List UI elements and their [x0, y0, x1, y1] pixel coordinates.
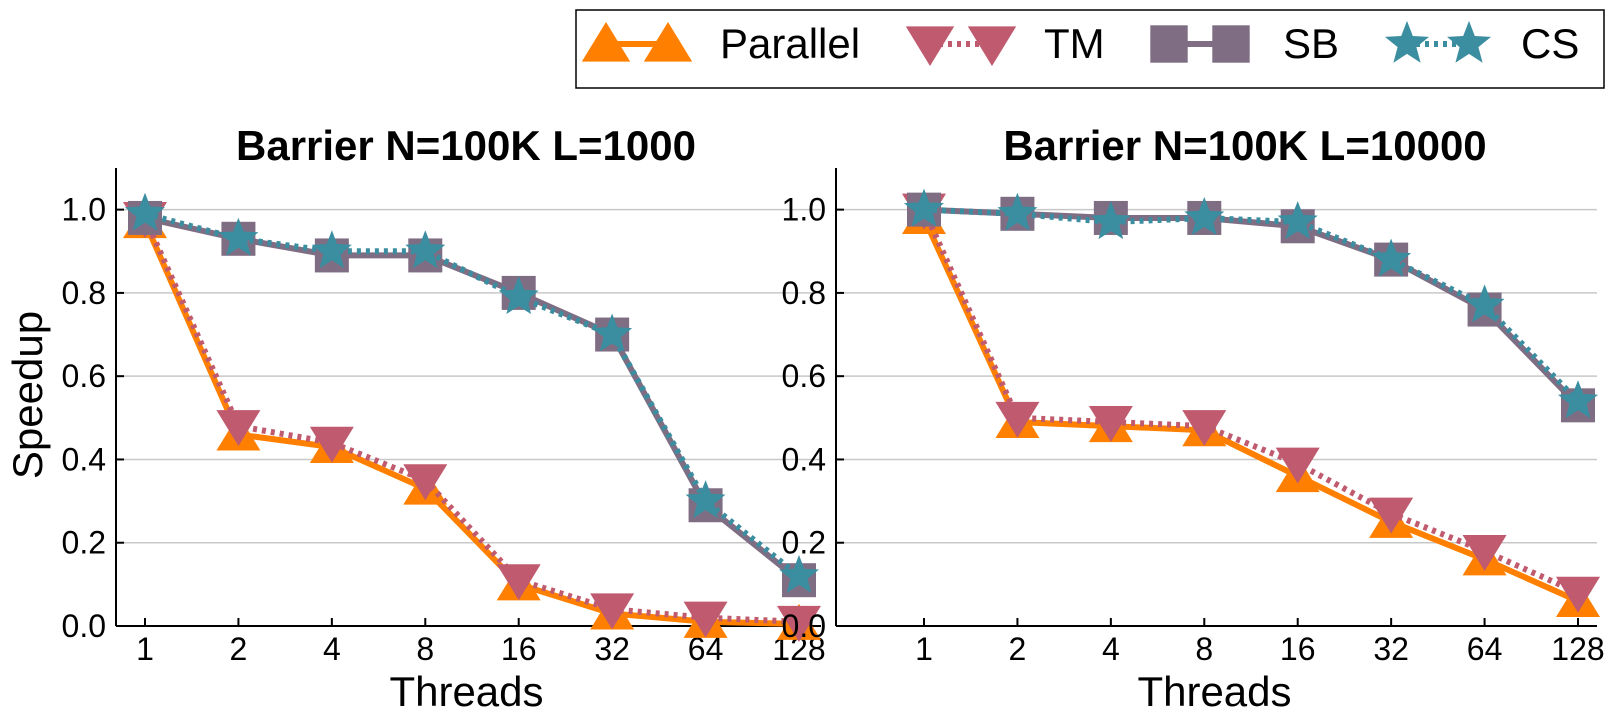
point-cs-star-icon: [1090, 201, 1131, 240]
y-tick-label: 0.0: [62, 608, 106, 644]
y-tick-label: 0.0: [782, 608, 826, 644]
point-tm-triangle-down-icon: [309, 426, 354, 463]
point-tm-triangle-down-icon: [403, 464, 448, 501]
point-cs-star-icon: [405, 230, 446, 269]
point-tm-triangle-down-icon: [1369, 497, 1414, 534]
legend: Parallel TM SB CS: [575, 9, 1605, 89]
series-line-parallel: [921, 216, 1580, 604]
legend-star-icon: [1385, 20, 1429, 63]
chart-panel-right: 0.0 0.2 0.4 0.6 0.8 1.0 1 2 4 8 16 32 64 128 Barrier N…: [782, 122, 1605, 715]
point-tm-triangle-down-icon: [1182, 410, 1227, 447]
x-tick-label: 32: [594, 631, 630, 667]
legend-label-cs: CS: [1521, 20, 1579, 67]
point-tm-triangle-down-icon: [1275, 447, 1320, 484]
point-tm-triangle-down-icon: [590, 593, 635, 630]
point-tm-triangle-down-icon: [496, 564, 541, 601]
point-cs-star-icon: [904, 188, 944, 227]
series-line-cs: [923, 206, 1581, 404]
chart-title: Barrier N=100K L=1000: [236, 122, 696, 169]
point-cs-star-icon: [498, 276, 539, 315]
legend-frame: [575, 9, 1605, 89]
y-tick-label: 0.2: [62, 525, 106, 561]
legend-star-icon: [1447, 20, 1491, 63]
point-tm-triangle-down-icon: [216, 410, 261, 447]
point-cs-star-icon: [1464, 284, 1505, 323]
y-tick-label: 0.8: [782, 275, 826, 311]
y-axis-label: Speedup: [4, 311, 51, 479]
x-tick-label: 64: [1467, 631, 1503, 667]
legend-triangle-down-icon: [905, 26, 955, 66]
point-cs-star-icon: [1184, 197, 1225, 235]
point-cs-star-icon: [1371, 238, 1412, 277]
point-cs-star-icon: [1277, 201, 1318, 240]
x-tick-label: 8: [416, 631, 434, 667]
point-tm-triangle-down-icon: [683, 601, 728, 638]
point-tm-triangle-down-icon: [995, 401, 1040, 438]
point-cs-star-icon: [997, 192, 1038, 231]
x-tick-label: 128: [1551, 631, 1604, 667]
legend-label-parallel: Parallel: [720, 20, 860, 67]
series-line-tm: [142, 216, 800, 625]
x-tick-label: 16: [1280, 631, 1316, 667]
legend-triangle-up-icon: [581, 22, 631, 62]
x-tick-label: 32: [1373, 631, 1409, 667]
x-tick-label: 16: [501, 631, 537, 667]
series-line-cs: [144, 210, 801, 579]
y-tick-label: 0.6: [62, 358, 106, 394]
chart-title: Barrier N=100K L=10000: [1003, 122, 1486, 169]
x-tick-label: 1: [136, 631, 154, 667]
y-tick-label: 0.8: [62, 275, 106, 311]
y-tick-label: 1.0: [782, 192, 826, 228]
legend-square-icon: [1150, 25, 1188, 63]
x-tick-label: 4: [323, 631, 341, 667]
y-tick-label: 1.0: [62, 192, 106, 228]
series-line-parallel: [142, 220, 800, 627]
legend-square-icon: [1212, 25, 1250, 63]
x-tick-label: 2: [230, 631, 248, 667]
point-cs-star-icon: [218, 217, 259, 256]
x-tick-label: 1: [915, 631, 933, 667]
legend-label-sb: SB: [1283, 20, 1339, 67]
point-cs-star-icon: [592, 313, 633, 352]
point-cs-star-icon: [685, 480, 726, 519]
legend-label-tm: TM: [1044, 20, 1105, 67]
x-tick-label: 4: [1102, 631, 1120, 667]
point-tm-triangle-down-icon: [1462, 535, 1507, 572]
point-cs-star-icon: [779, 555, 819, 593]
point-tm-triangle-down-icon: [777, 605, 821, 642]
x-axis-label: Threads: [389, 668, 543, 715]
point-cs-star-icon: [311, 230, 352, 269]
point-tm-triangle-down-icon: [1556, 576, 1600, 613]
point-cs-star-icon: [1558, 380, 1598, 419]
x-tick-label: 8: [1195, 631, 1213, 667]
x-tick-label: 2: [1009, 631, 1027, 667]
legend-triangle-down-icon: [967, 26, 1017, 66]
y-tick-label: 0.6: [782, 358, 826, 394]
x-axis-label: Threads: [1137, 668, 1291, 715]
y-tick-label: 0.4: [62, 441, 106, 477]
point-tm-triangle-down-icon: [1088, 405, 1133, 442]
point-cs-star-icon: [125, 192, 165, 231]
y-tick-label: 0.4: [782, 441, 826, 477]
y-tick-label: 0.2: [782, 525, 826, 561]
legend-triangle-up-icon: [643, 22, 693, 62]
